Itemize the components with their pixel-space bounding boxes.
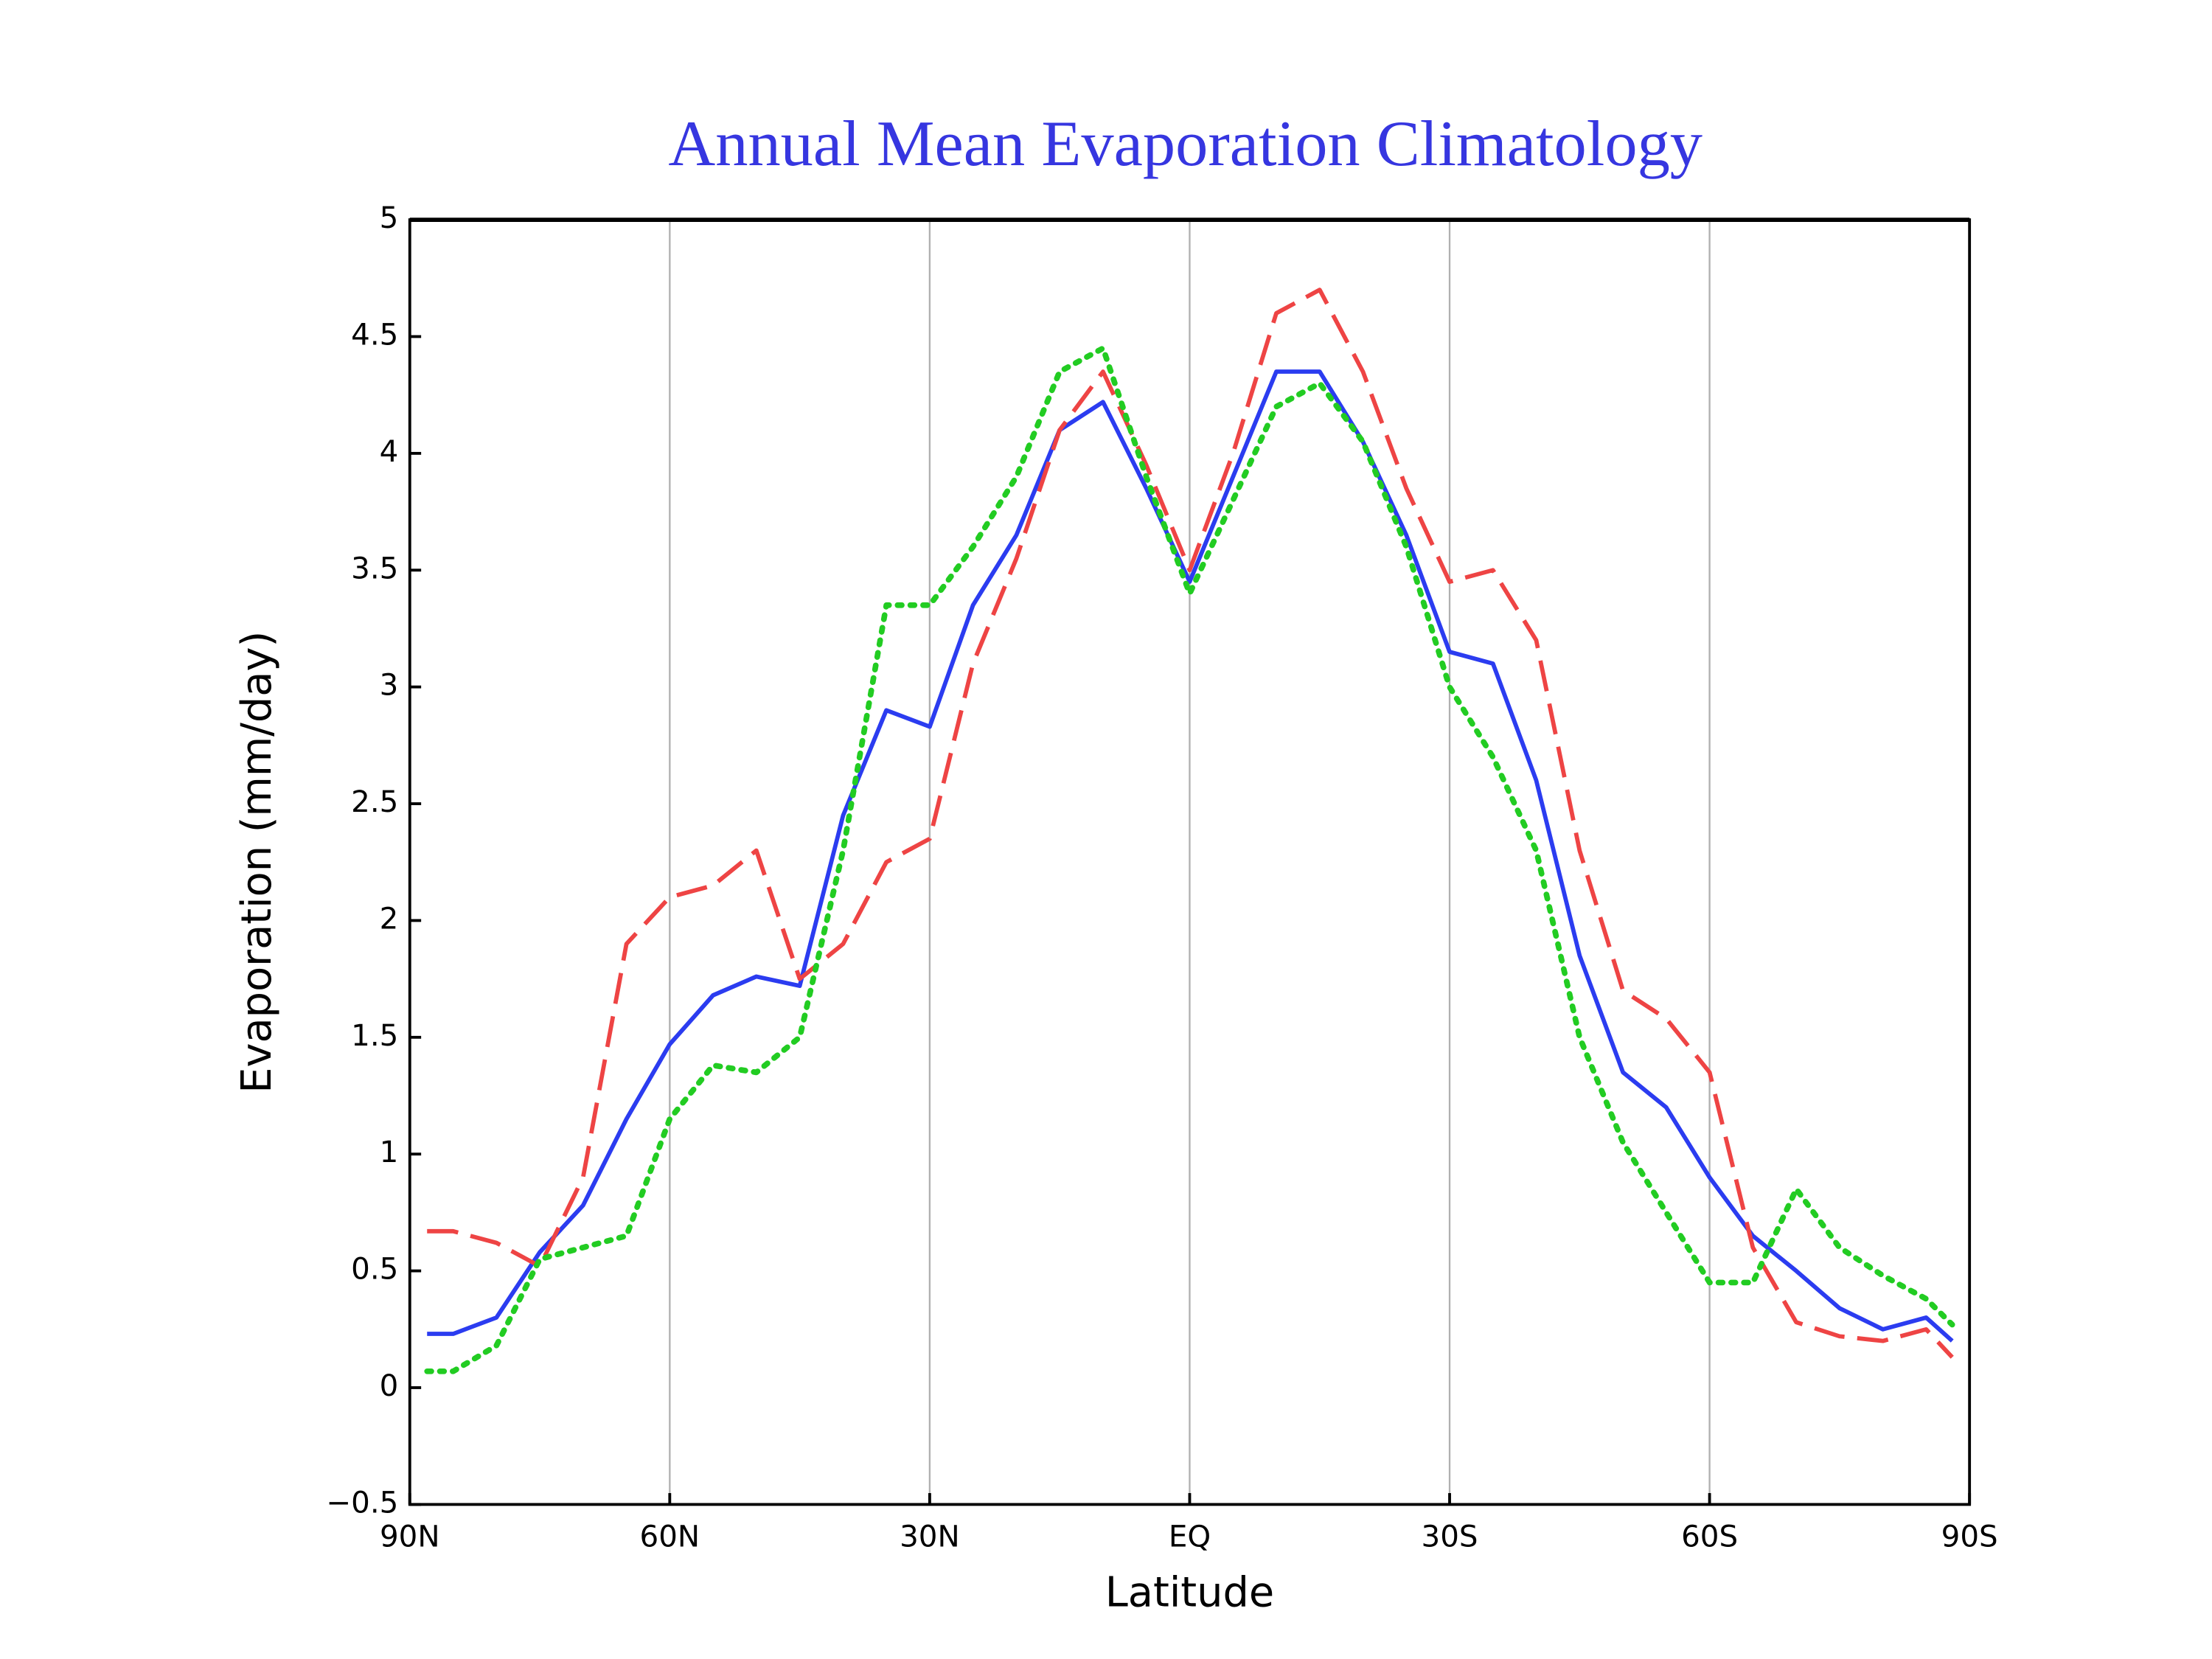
ticks: 90N 60N 30N EQ 30S 60S 90S −0.5 0 0.5 1 1.5 2 2.5 3 3.5… [326,201,1997,1554]
x-tick-label: 60N [640,1520,700,1554]
x-tick-label: 60S [1681,1520,1738,1554]
data-line [427,288,1954,1359]
y-tick-label: 4.5 [351,317,398,352]
y-tick-label: 2 [380,901,399,936]
y-tick-label: 2.5 [351,785,398,819]
x-tick-label: 30S [1422,1520,1478,1554]
data-line [424,345,1955,1374]
x-tick-label: 30N [900,1520,960,1554]
y-axis-label: Evaporation (mm/day) [233,631,281,1093]
grid [408,220,1971,1505]
y-tick-label: 3 [380,668,399,703]
y-tick-label: 1.5 [351,1018,398,1053]
data-line [427,369,1954,1343]
y-tick-label: 0.5 [351,1252,398,1287]
y-tick-label: 4 [380,434,399,469]
y-tick-label: 5 [380,201,399,235]
y-tick-label: 1 [380,1135,399,1169]
y-tick-label: 3.5 [351,551,398,585]
x-tick-label: 90N [380,1520,440,1554]
x-axis-label: Latitude [1105,1569,1274,1617]
x-tick-label: 90S [1941,1520,1998,1554]
chart-title: Annual Mean Evaporation Climatology [668,108,1703,180]
y-tick-label: 0 [380,1368,399,1403]
lines [424,288,1955,1374]
x-tick-label: EQ [1169,1520,1211,1554]
y-tick-label: −0.5 [326,1485,398,1520]
